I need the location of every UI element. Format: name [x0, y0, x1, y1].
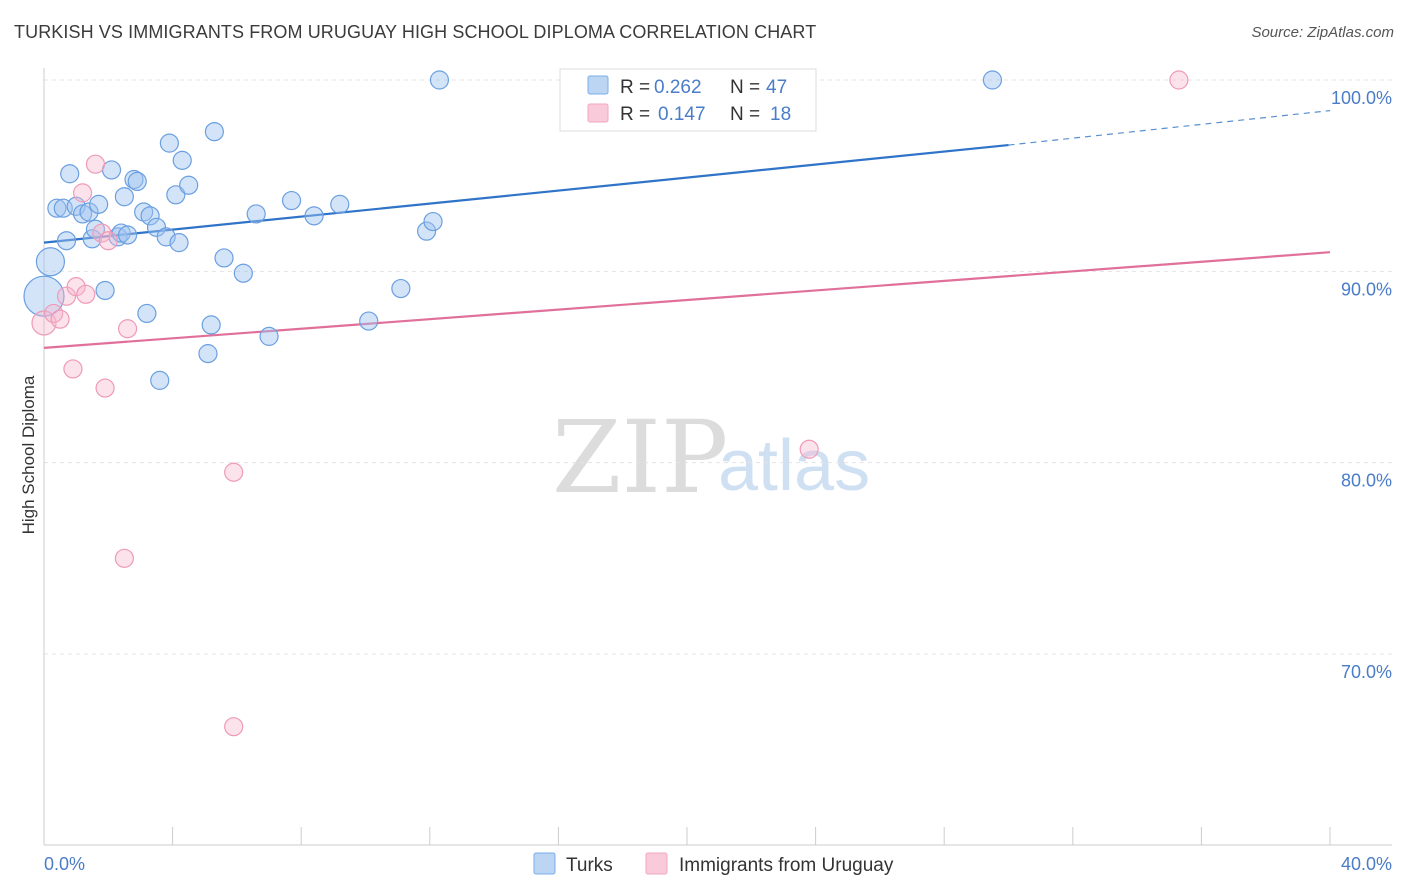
point-uruguay: [98, 231, 118, 251]
point-turks: [79, 202, 99, 222]
legend-r-label-uruguay: R =: [620, 104, 650, 125]
point-turks: [172, 150, 192, 170]
legend-swatch-uruguay: [587, 103, 609, 123]
data-points: [23, 70, 1189, 737]
point-turks: [201, 315, 221, 335]
y-tick-label: 90.0%: [1341, 279, 1392, 299]
point-turks: [101, 160, 122, 180]
point-turks: [259, 326, 279, 346]
legend-n-value-turks: 47: [766, 77, 787, 98]
point-turks: [47, 198, 67, 218]
point-uruguay: [63, 359, 83, 379]
legend-n-label-uruguay: N =: [730, 104, 760, 125]
bottom-legend-label-turks: Turks: [566, 855, 613, 876]
point-uruguay: [224, 717, 244, 737]
point-turks: [23, 275, 65, 317]
point-turks: [179, 175, 199, 195]
y-tick-label: 70.0%: [1341, 662, 1392, 682]
point-turks: [114, 187, 134, 207]
axes: 70.0% 80.0% 90.0% 100.0%: [43, 68, 1392, 846]
legend-r-label-turks: R =: [620, 77, 650, 98]
point-uruguay: [76, 284, 96, 304]
watermark-atlas: atlas: [718, 426, 870, 506]
point-uruguay: [799, 439, 819, 459]
point-turks: [204, 122, 224, 142]
point-turks: [117, 225, 138, 245]
point-uruguay: [114, 548, 134, 568]
point-uruguay: [85, 154, 106, 174]
point-turks: [281, 190, 302, 211]
point-turks: [140, 206, 160, 226]
point-turks: [416, 221, 437, 241]
trend-line-turks-extension: [1008, 110, 1331, 146]
legend-n-label-turks: N =: [730, 77, 760, 98]
point-uruguay: [50, 309, 70, 329]
x-tick-label-max: 40.0%: [1341, 854, 1392, 874]
legend-swatch-turks: [587, 75, 609, 95]
point-turks: [359, 311, 379, 331]
point-uruguay: [1169, 70, 1189, 90]
chart-source: Source: ZipAtlas.com: [1251, 24, 1394, 41]
point-turks: [60, 164, 80, 184]
legend-n-value-uruguay: 18: [770, 104, 791, 125]
point-turks: [246, 204, 266, 224]
point-turks: [233, 263, 253, 283]
chart-title: TURKISH VS IMMIGRANTS FROM URUGUAY HIGH …: [14, 22, 817, 42]
point-turks: [169, 233, 189, 253]
point-turks: [330, 194, 350, 214]
point-turks: [423, 211, 443, 232]
point-uruguay: [117, 319, 138, 339]
point-turks: [159, 133, 179, 153]
watermark-zip: ZIP: [552, 399, 728, 516]
point-turks: [198, 344, 218, 364]
point-uruguay: [31, 310, 57, 336]
trend-line-uruguay: [43, 251, 1331, 349]
point-turks: [127, 171, 147, 192]
point-turks: [124, 169, 144, 190]
y-tick-label: 100.0%: [1331, 88, 1392, 108]
point-turks: [150, 370, 170, 390]
y-axis-label: High School Diploma: [19, 375, 38, 534]
point-turks: [89, 194, 109, 214]
trend-lines: [43, 110, 1331, 349]
point-turks: [95, 280, 115, 301]
bottom-legend-swatch-turks: [533, 852, 556, 875]
point-uruguay: [92, 223, 112, 243]
point-uruguay: [224, 462, 244, 482]
point-uruguay: [95, 378, 115, 398]
point-turks: [137, 303, 157, 324]
point-turks: [304, 206, 324, 226]
bottom-legend-swatch-uruguay: [645, 852, 668, 875]
point-turks: [35, 247, 66, 277]
x-tick-label-min: 0.0%: [44, 854, 85, 874]
point-uruguay: [72, 183, 93, 203]
trend-line-turks: [43, 143, 1009, 244]
point-uruguay: [66, 277, 86, 297]
correlation-legend: R = 0.262 N = 47 R = 0.147 N = 18: [559, 68, 817, 132]
legend-r-value-uruguay: 0.147: [658, 104, 706, 125]
point-turks: [56, 231, 77, 251]
point-turks: [429, 70, 450, 90]
legend-r-value-turks: 0.262: [654, 77, 702, 98]
point-turks: [391, 278, 411, 299]
gridlines: [44, 79, 1392, 655]
point-turks: [982, 70, 1003, 90]
bottom-legend-label-uruguay: Immigrants from Uruguay: [679, 855, 894, 876]
point-turks: [214, 248, 234, 268]
point-turks: [166, 185, 186, 205]
series-legend: Turks Immigrants from Uruguay: [533, 852, 894, 876]
y-tick-label: 80.0%: [1341, 471, 1392, 491]
